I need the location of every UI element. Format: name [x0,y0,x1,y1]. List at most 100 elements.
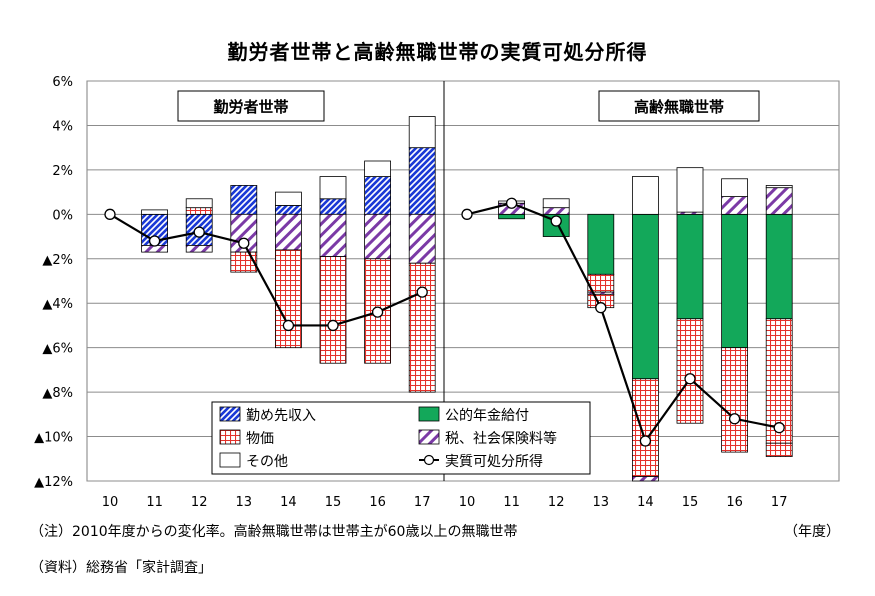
x-tick-label: 10 [102,495,119,510]
line-point [193,226,205,238]
bar-sonota [408,116,436,149]
bar-zei [274,213,302,251]
line-point [104,208,116,220]
bar-sonota [721,178,748,197]
y-tick-label: ▲12% [34,475,73,490]
bar-nenkin [721,213,748,349]
line-point [238,237,250,249]
chart-title: 勤労者世帯と高齢無職世帯の実質可処分所得 [227,40,648,64]
line-point [639,435,652,447]
bar-nenkin [498,213,526,220]
legend-swatch-zei [418,429,440,445]
source-note: （資料）総務省「家計調査」 [30,560,212,576]
bar-sonota [319,176,347,200]
line-point [416,286,428,298]
bar-bukka [721,347,748,453]
bar-nenkin [632,213,659,380]
x-tick-label: 12 [191,495,208,510]
legend-box [211,401,591,475]
legend-label: その他 [246,454,288,470]
line-point [550,215,562,227]
bar-bukka [408,262,436,393]
line-point [773,422,785,434]
bar-sonota [765,185,793,189]
bar-zei [542,207,570,215]
x-tick-label: 15 [682,495,699,510]
bar-sonota [185,198,213,209]
bar-bukka [676,318,704,424]
line-point [461,208,473,220]
x-tick-label: 14 [280,495,297,510]
y-tick-label: 4% [52,119,73,134]
bar-sonota [274,191,302,206]
bar-zei [408,213,436,264]
x-tick-label: 10 [459,495,476,510]
bar-kinmu [408,147,436,215]
panel-label-box [598,90,760,122]
bar-bukka [319,256,347,364]
x-tick-label: 17 [771,495,788,510]
y-tick-label: ▲10% [34,431,73,446]
x-tick-label: 12 [548,495,565,510]
line-jisshitsu [466,202,780,444]
x-tick-label: 16 [369,495,386,510]
y-tick-label: 2% [52,164,73,179]
y-tick-label: ▲8% [42,386,73,401]
bar-nenkin [587,213,615,275]
footnote: （注）2010年度からの変化率。高齢無職世帯は世帯主が60歳以上の無職世帯 [30,524,518,540]
bar-bukka [274,249,302,349]
x-tick-label: 15 [325,495,342,510]
x-tick-label: 16 [726,495,743,510]
line-jisshitsu [109,213,423,327]
x-tick-label: 13 [236,495,253,510]
bar-bukka [185,207,213,215]
line-point [728,413,741,425]
legend-swatch-kinmu [219,406,241,422]
bar-nenkin [676,213,704,320]
bar-kinmu [230,185,258,215]
bar-kinmu [319,198,347,215]
x-tick-label: 11 [503,495,520,510]
line-point [595,302,607,314]
line-point [371,306,384,318]
panel-label: 勤労者世帯 [213,98,288,116]
legend-marker [423,454,435,466]
x-tick-label: 13 [593,495,610,510]
x-tick-label: 17 [414,495,431,510]
legend-swatch-nenkin [418,406,440,422]
bar-zei [364,213,392,260]
bar-zei [721,196,748,215]
line-point [684,373,696,385]
legend-label: 公的年金給付 [445,408,529,424]
y-tick-label: 0% [52,208,73,223]
legend-label: 物価 [246,431,274,447]
legend-label: 税、社会保険料等 [445,430,557,447]
bar-kinmu [364,176,392,215]
bar-nenkin [765,213,793,320]
line-point [505,197,518,209]
y-tick-label: ▲2% [42,253,73,268]
panel-label: 高齢無職世帯 [634,98,724,116]
y-tick-label: ▲4% [42,297,73,312]
legend-swatch-sonota [219,452,241,468]
legend-label: 実質可処分所得 [445,453,543,470]
bar-bukka_neg [765,442,793,457]
legend-label: 勤め先収入 [246,408,316,424]
bar-sonota [141,209,169,215]
panel-label-box [177,90,325,122]
bar-sonota [542,198,570,209]
bar-sonota [676,167,704,213]
line-point [148,235,161,247]
bar-zei [185,245,213,253]
legend-swatch-bukka [219,429,241,445]
bar-zei [765,187,793,215]
bar-kinmu [274,205,302,215]
bar-sonota [632,176,659,215]
x-unit-label: （年度） [784,524,840,540]
bar-sonota [364,160,392,177]
x-tick-label: 11 [146,495,163,510]
line-point [282,319,295,332]
bar-zei [632,476,659,482]
y-tick-label: 6% [52,75,73,90]
